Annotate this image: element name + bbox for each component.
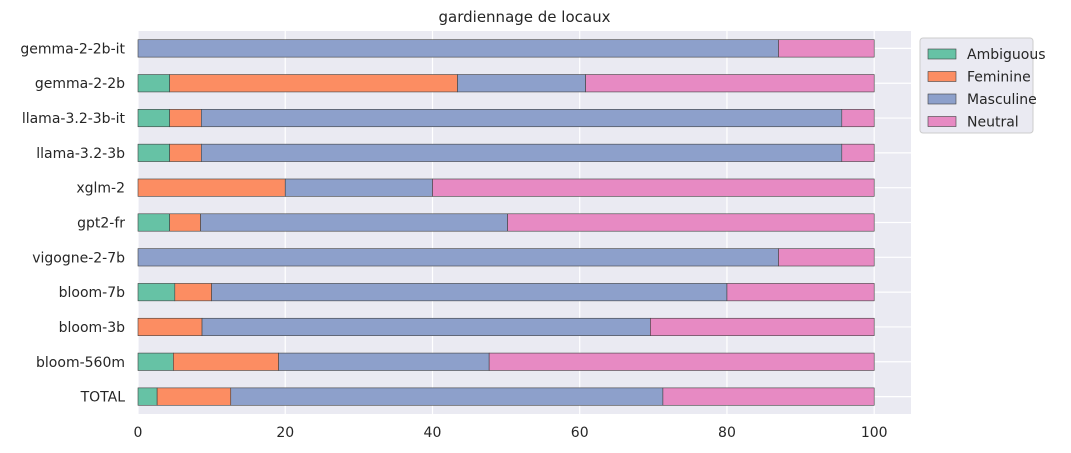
bar-feminine-10 bbox=[156, 387, 232, 406]
y-tick-label: llama-3.2-3b-it bbox=[22, 111, 126, 127]
bar-neutral-9 bbox=[488, 352, 875, 371]
bar-masculine-1 bbox=[457, 74, 586, 93]
bar-neutral-6 bbox=[778, 248, 875, 267]
legend-label-ambiguous: Ambiguous bbox=[967, 47, 1045, 63]
y-tick-label: gemma-2-2b-it bbox=[20, 41, 125, 57]
legend-label-masculine: Masculine bbox=[967, 92, 1037, 108]
x-tick-label: 0 bbox=[134, 425, 143, 441]
bar-ambiguous-10 bbox=[137, 387, 158, 406]
bar-feminine-1 bbox=[169, 74, 458, 93]
bars bbox=[137, 39, 875, 406]
bar-masculine-4 bbox=[284, 178, 433, 197]
bar-masculine-7 bbox=[211, 283, 728, 302]
y-tick-labels: gemma-2-2b-it gemma-2-2b llama-3.2-3b-it ll… bbox=[20, 41, 125, 405]
legend-swatch-neutral bbox=[927, 116, 957, 127]
bar-neutral-3 bbox=[841, 143, 875, 162]
bar-ambiguous-7 bbox=[137, 283, 176, 302]
y-tick-label: vigogne-2-7b bbox=[32, 250, 125, 266]
y-tick-label: TOTAL bbox=[80, 390, 126, 406]
bar-masculine-8 bbox=[201, 317, 651, 336]
bar-ambiguous-9 bbox=[137, 352, 174, 371]
bar-ambiguous-5 bbox=[137, 213, 170, 232]
bar-neutral-10 bbox=[662, 387, 875, 406]
legend-box bbox=[919, 37, 1034, 134]
chart-title: gardiennage de locaux bbox=[439, 8, 611, 26]
bar-neutral-4 bbox=[432, 178, 875, 197]
bar-masculine-2 bbox=[201, 109, 843, 128]
bar-feminine-2 bbox=[169, 109, 202, 128]
bar-feminine-9 bbox=[173, 352, 279, 371]
bar-neutral-1 bbox=[585, 74, 875, 93]
bar-feminine-8 bbox=[137, 317, 203, 336]
legend-swatch-masculine bbox=[927, 93, 957, 105]
bar-ambiguous-1 bbox=[137, 74, 170, 93]
legend-label-neutral: Neutral bbox=[967, 115, 1019, 131]
legend: Ambiguous Feminine Masculine Neutral bbox=[919, 37, 1045, 134]
bar-neutral-7 bbox=[726, 283, 875, 302]
y-tick-label: bloom-3b bbox=[59, 320, 126, 336]
legend-label-feminine: Feminine bbox=[967, 70, 1031, 86]
legend-swatch-ambiguous bbox=[927, 48, 957, 60]
x-tick-label: 100 bbox=[861, 425, 888, 441]
bar-masculine-9 bbox=[278, 352, 490, 371]
bar-ambiguous-3 bbox=[137, 143, 170, 162]
bar-masculine-6 bbox=[137, 248, 779, 267]
bar-masculine-10 bbox=[230, 387, 664, 406]
bar-feminine-3 bbox=[169, 143, 202, 162]
x-tick-label: 80 bbox=[718, 425, 736, 441]
bar-neutral-5 bbox=[507, 213, 875, 232]
y-tick-label: xglm-2 bbox=[76, 181, 125, 197]
x-tick-label: 40 bbox=[424, 425, 442, 441]
bar-feminine-5 bbox=[169, 213, 201, 232]
bar-feminine-7 bbox=[174, 283, 212, 302]
y-tick-label: gemma-2-2b bbox=[35, 76, 125, 92]
y-tick-label: bloom-7b bbox=[59, 285, 126, 301]
legend-swatch-feminine bbox=[927, 71, 957, 82]
bar-masculine-3 bbox=[201, 143, 843, 162]
bar-masculine-0 bbox=[137, 39, 779, 58]
y-tick-label: gpt2-fr bbox=[77, 216, 125, 232]
x-tick-label: 20 bbox=[276, 425, 294, 441]
x-tick-label: 60 bbox=[571, 425, 589, 441]
x-tick-labels: 0 20 40 60 80 100 bbox=[134, 425, 888, 441]
bar-ambiguous-2 bbox=[137, 109, 170, 128]
y-tick-label: bloom-560m bbox=[36, 355, 125, 371]
bar-masculine-5 bbox=[200, 213, 508, 232]
bar-neutral-8 bbox=[650, 317, 875, 336]
bar-feminine-4 bbox=[137, 178, 286, 197]
bar-neutral-2 bbox=[841, 109, 875, 128]
y-tick-label: llama-3.2-3b bbox=[36, 146, 125, 162]
bar-neutral-0 bbox=[778, 39, 875, 58]
